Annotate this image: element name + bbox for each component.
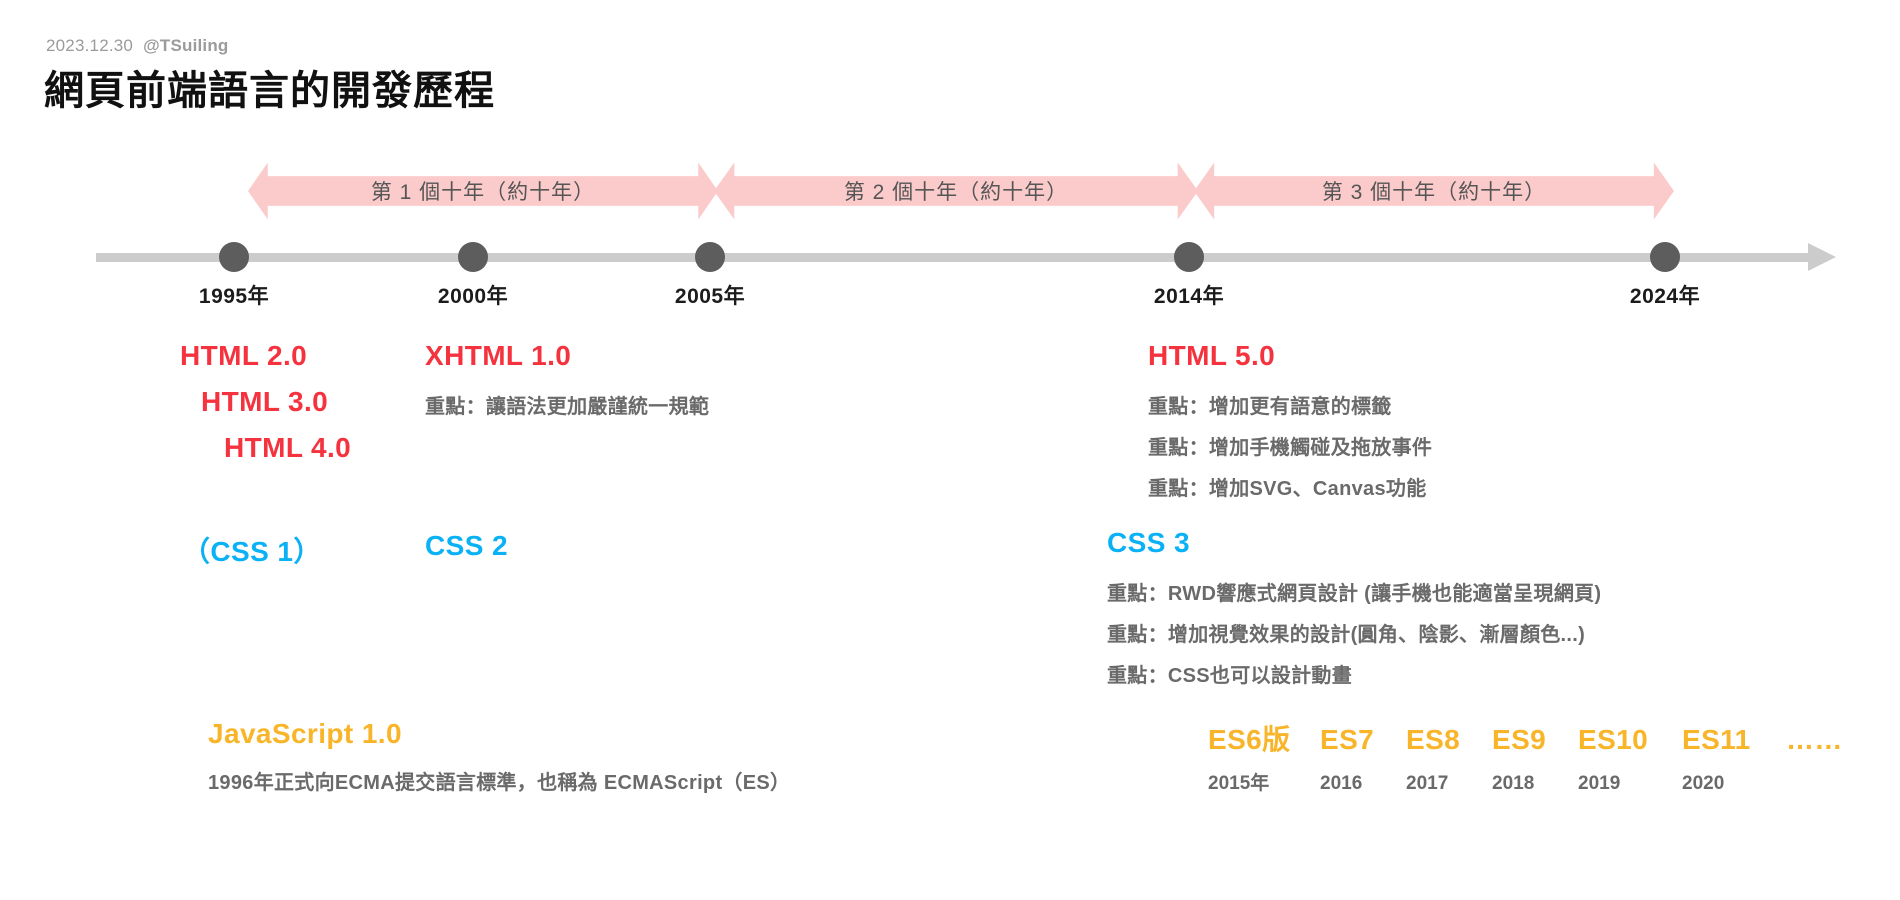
html5-title: HTML 5.0 xyxy=(1148,340,1276,371)
timeline-dot-2024 xyxy=(1650,242,1680,272)
ecmascript-version-year: 2020 xyxy=(1682,773,1725,794)
decade-arrow-label: 第 3 個十年（約十年） xyxy=(1321,181,1547,204)
css1-title: （CSS 1） xyxy=(182,536,322,567)
ecmascript-version-year: 2019 xyxy=(1578,773,1621,794)
timeline-dot-2000 xyxy=(458,242,488,272)
timeline-axis-line xyxy=(96,253,1811,262)
css3-detail-1: 重點：增加視覺效果的設計(圓角、陰影、漸層顏色...) xyxy=(1107,624,1586,646)
byline-author: @TSuiling xyxy=(143,36,229,55)
decade-arrow-label: 第 1 個十年（約十年） xyxy=(370,181,596,204)
css3-block: CSS 3 重點：RWD響應式網頁設計 (讓手機也能適當呈現網頁) 重點：增加視… xyxy=(1107,527,1601,688)
css3-detail-0: 重點：RWD響應式網頁設計 (讓手機也能適當呈現網頁) xyxy=(1107,583,1602,605)
ecmascript-version-name: ES8 xyxy=(1406,724,1461,755)
xhtml-block: XHTML 1.0 重點：讓語法更加嚴謹統一規範 xyxy=(425,340,709,419)
byline: 2023.12.30 @TSuiling xyxy=(46,36,229,56)
ecmascript-version-name: ES11 xyxy=(1682,724,1751,755)
ecmascript-name-row: ES6版 ES7 ES8 ES9 ES10 ES11 …… xyxy=(1208,718,1843,758)
ecmascript-versions-row: ES6版 ES7 ES8 ES9 ES10 ES11 …… 2015年 2016 2017 2018… xyxy=(1208,718,1843,795)
timeline-dot-2014 xyxy=(1174,242,1204,272)
xhtml-title: XHTML 1.0 xyxy=(425,340,572,371)
html5-detail-1: 重點：增加手機觸碰及拖放事件 xyxy=(1148,437,1433,459)
timeline-year-label: 1995年 xyxy=(198,285,270,308)
timeline-axis-arrowhead-icon xyxy=(1808,243,1836,271)
html-version-item: HTML 3.0 xyxy=(201,386,329,417)
decade-arrow-band: 第 1 個十年（約十年） 第 2 個十年（約十年） 第 3 個十年（約十年） xyxy=(0,160,1900,222)
timeline-year-label: 2005年 xyxy=(674,285,746,308)
ecmascript-version-name: ES9 xyxy=(1492,724,1547,755)
css3-title: CSS 3 xyxy=(1107,527,1190,558)
byline-date: 2023.12.30 xyxy=(46,36,134,55)
ecmascript-version-name: …… xyxy=(1786,724,1843,755)
html5-block: HTML 5.0 重點：增加更有語意的標籤 重點：增加手機觸碰及拖放事件 重點：… xyxy=(1148,340,1432,501)
html-versions-stack: HTML 2.0 HTML 3.0 HTML 4.0 xyxy=(180,340,351,478)
html5-detail-2: 重點：增加SVG、Canvas功能 xyxy=(1148,478,1427,500)
ecmascript-year-row: 2015年 2016 2017 2018 2019 2020 xyxy=(1208,768,1843,795)
ecmascript-version-year: 2017 xyxy=(1406,773,1449,794)
ecmascript-version-name: ES6版 xyxy=(1208,724,1291,755)
javascript-title: JavaScript 1.0 xyxy=(208,718,402,749)
xhtml-detail-0: 重點：讓語法更加嚴謹統一規範 xyxy=(425,396,710,418)
css2-title: CSS 2 xyxy=(425,530,508,561)
ecmascript-version-name: ES7 xyxy=(1320,724,1375,755)
timeline-year-label: 2000年 xyxy=(437,285,509,308)
ecmascript-version-year: 2015年 xyxy=(1208,773,1270,794)
ecmascript-version-name: ES10 xyxy=(1578,724,1649,755)
html5-detail-0: 重點：增加更有語意的標籤 xyxy=(1148,396,1392,418)
decade-arrow-2: 第 2 個十年（約十年） xyxy=(714,160,1198,222)
decade-arrow-1: 第 1 個十年（約十年） xyxy=(248,160,718,222)
css3-detail-2: 重點：CSS也可以設計動畫 xyxy=(1107,665,1353,687)
decade-arrow-3: 第 3 個十年（約十年） xyxy=(1194,160,1674,222)
javascript-detail-0: 1996年正式向ECMA提交語言標準，也稱為 ECMAScript（ES） xyxy=(208,772,791,794)
page-title: 網頁前端語言的開發歷程 xyxy=(44,69,495,113)
timeline-year-label: 2024年 xyxy=(1629,285,1701,308)
ecmascript-version-year: 2016 xyxy=(1320,773,1363,794)
timeline-dot-2005 xyxy=(695,242,725,272)
ecmascript-version-year: 2018 xyxy=(1492,773,1535,794)
timeline-year-label: 2014年 xyxy=(1153,285,1225,308)
decade-arrow-label: 第 2 個十年（約十年） xyxy=(843,181,1069,204)
timeline-dot-1995 xyxy=(219,242,249,272)
html-version-item: HTML 2.0 xyxy=(180,340,308,371)
javascript-block: JavaScript 1.0 1996年正式向ECMA提交語言標準，也稱為 EC… xyxy=(208,718,790,795)
html-version-item: HTML 4.0 xyxy=(224,432,352,463)
